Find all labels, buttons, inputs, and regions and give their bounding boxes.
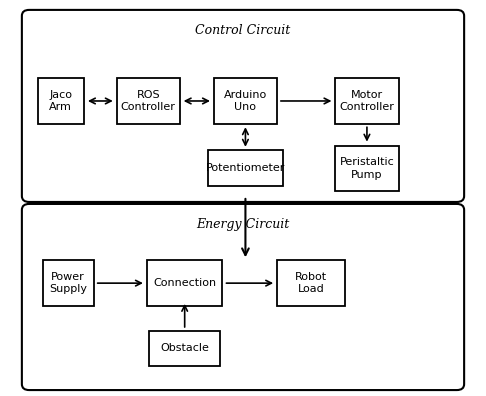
Text: Peristaltic
Pump: Peristaltic Pump — [340, 157, 394, 179]
FancyBboxPatch shape — [38, 78, 84, 124]
FancyBboxPatch shape — [22, 10, 464, 202]
FancyBboxPatch shape — [150, 331, 220, 366]
Text: Energy Circuit: Energy Circuit — [196, 218, 290, 231]
FancyBboxPatch shape — [277, 261, 345, 306]
FancyBboxPatch shape — [117, 78, 180, 124]
Text: Connection: Connection — [153, 278, 216, 288]
Text: Power
Supply: Power Supply — [49, 272, 87, 294]
Text: Arduino
Uno: Arduino Uno — [224, 90, 267, 112]
FancyBboxPatch shape — [147, 261, 223, 306]
Text: Potentiometer: Potentiometer — [206, 163, 285, 173]
FancyBboxPatch shape — [335, 78, 399, 124]
Text: ROS
Controller: ROS Controller — [121, 90, 175, 112]
Text: Robot
Load: Robot Load — [295, 272, 327, 294]
FancyBboxPatch shape — [22, 204, 464, 390]
Text: Motor
Controller: Motor Controller — [340, 90, 394, 112]
FancyBboxPatch shape — [214, 78, 277, 124]
FancyBboxPatch shape — [335, 146, 399, 191]
FancyBboxPatch shape — [43, 261, 93, 306]
Text: Control Circuit: Control Circuit — [195, 24, 291, 37]
FancyBboxPatch shape — [208, 150, 283, 186]
Text: Obstacle: Obstacle — [160, 343, 209, 354]
Text: Jaco
Arm: Jaco Arm — [49, 90, 72, 112]
